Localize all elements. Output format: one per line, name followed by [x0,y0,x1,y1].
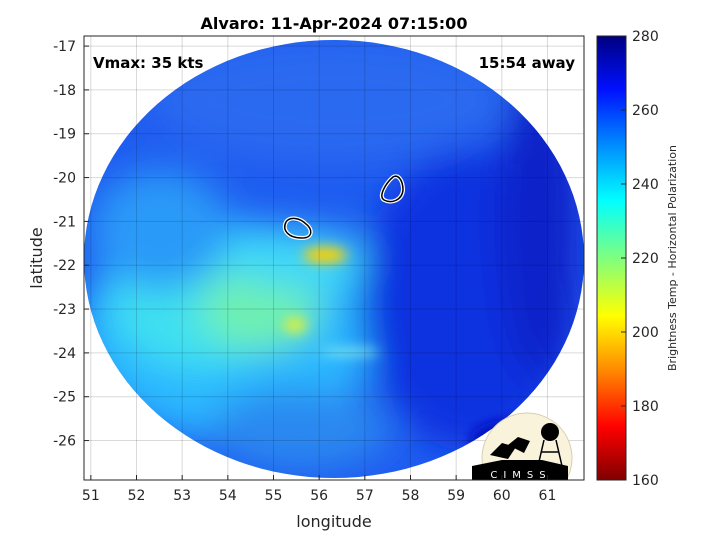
y-tick-label: -17 [53,39,76,55]
colorbar-label: Brightness Temp - Horizontal Polarizatio… [666,145,679,371]
colorbar-tick-label: 200 [632,325,659,341]
colorbar-tick-label: 240 [632,177,659,193]
x-tick-label: 60 [493,488,511,504]
y-tick-label: -23 [53,302,76,318]
grid [84,36,584,480]
y-tick-label: -18 [53,83,76,99]
y-tick-label: -25 [53,390,76,406]
colorbar-tick-label: 280 [632,29,659,45]
x-tick-label: 51 [82,488,100,504]
colorbar-ticks: 160 180 200 220 240 260 280 [621,29,659,489]
x-axis: 51 52 53 54 55 56 57 58 59 60 61 [82,475,556,504]
x-tick-label: 59 [447,488,465,504]
cimss-logo: CIMSS [472,412,573,481]
x-tick-label: 56 [310,488,328,504]
logo-text: CIMSS [490,470,551,481]
y-tick-label: -22 [53,258,76,274]
y-tick-label: -20 [53,171,76,187]
colorbar-tick-label: 160 [632,473,659,489]
y-tick-label: -19 [53,127,76,143]
x-tick-label: 57 [356,488,374,504]
x-tick-label: 52 [128,488,146,504]
colorbar-tick-label: 260 [632,103,659,119]
chart-title: Alvaro: 11-Apr-2024 07:15:00 [201,14,468,33]
y-tick-label: -26 [53,434,76,450]
x-tick-label: 54 [219,488,237,504]
x-tick-label: 53 [173,488,191,504]
x-tick-label: 58 [402,488,420,504]
x-tick-label: 55 [265,488,283,504]
y-tick-label: -21 [53,214,76,230]
x-axis-label: longitude [296,512,371,531]
time-away-annotation: 15:54 away [479,54,576,72]
y-tick-label: -24 [53,346,76,362]
colorbar-tick-label: 180 [632,399,659,415]
x-tick-label: 61 [539,488,557,504]
y-axis: -17 -18 -19 -20 -21 -22 -23 -24 -25 -26 [53,39,89,450]
y-axis-label: latitude [27,227,46,288]
colorbar-tick-label: 220 [632,251,659,267]
brightness-temp-image [84,40,584,478]
plot-frame [83,35,585,481]
vmax-annotation: Vmax: 35 kts [93,54,203,72]
